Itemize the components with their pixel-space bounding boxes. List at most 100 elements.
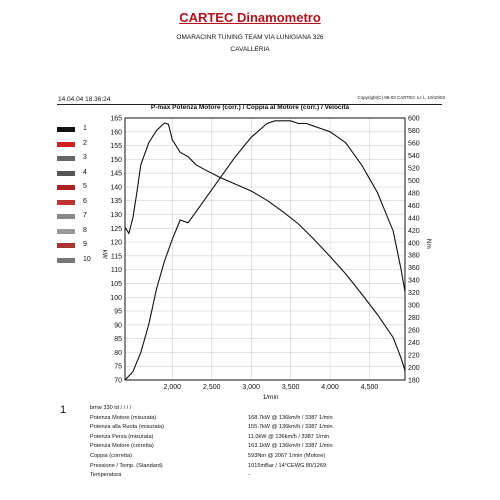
- legend-entry: 7: [57, 212, 127, 222]
- grid: [125, 117, 405, 381]
- legend-entry: 10: [57, 256, 127, 266]
- y-right-tick-label: 520: [408, 165, 420, 172]
- y-right-tick-label: 600: [408, 116, 420, 123]
- info-label: Temperatura: [90, 472, 122, 479]
- y-right-tick-label: 580: [408, 128, 420, 135]
- info-value: -: [248, 472, 250, 479]
- y-left-tick-label: 165: [110, 116, 122, 123]
- y-right-tick-label: 280: [408, 315, 420, 322]
- legend-swatch: [57, 156, 75, 161]
- legend-entry: 9: [57, 241, 127, 251]
- x-tick-label: 2,000: [164, 384, 182, 391]
- legend-label: 6: [83, 197, 87, 205]
- left-axis-ticks: 70 75 80 85 90 95 100 105 110 115 120 125 130 135 140 1…: [110, 116, 122, 385]
- y-left-tick-label: 120: [110, 240, 122, 247]
- legend-label: 3: [83, 154, 87, 161]
- datetime-stamp: 14.04.04 18.36:24: [58, 96, 111, 103]
- legend-swatch: [57, 199, 75, 205]
- legend-label: 8: [83, 226, 87, 234]
- legend-swatch: [57, 127, 75, 132]
- info-value: 1015mBar / 14°CEWG 80/1269: [248, 462, 327, 469]
- legend-label: 4: [83, 168, 87, 176]
- y-left-tick-label: 135: [110, 198, 122, 205]
- y-right-tick-label: 300: [408, 303, 420, 310]
- y-right-tick-label: 540: [408, 153, 420, 160]
- legend-swatch: [57, 170, 75, 176]
- y-left-tick-label: 90: [114, 322, 122, 329]
- legend-swatch: [57, 228, 75, 234]
- info-label: Potenza alla Ruota (misurata): [90, 424, 164, 431]
- info-label: Pressione / Temp. (Standard): [90, 462, 163, 469]
- legend-entry: 2: [57, 140, 127, 150]
- legend-entry: 5: [57, 183, 127, 193]
- y-right-tick-label: 420: [408, 228, 420, 235]
- header-divider: [57, 104, 442, 105]
- y-right-tick-label: 220: [408, 353, 420, 360]
- y-left-tick-label: 125: [110, 226, 122, 233]
- legend-swatch: [57, 214, 75, 219]
- y-left-tick-label: 105: [110, 281, 122, 288]
- legend-label: 10: [83, 255, 91, 263]
- y-axis-label-right: Nm: [425, 239, 432, 249]
- x-tick-label: 2,500: [203, 384, 221, 391]
- y-axis-label-left: kW: [101, 250, 108, 260]
- y-left-tick-label: 130: [110, 212, 122, 219]
- info-label: Coppia (corretta): [90, 453, 132, 459]
- info-label: Potenza Motore (corretta): [90, 443, 154, 450]
- y-right-tick-label: 380: [408, 253, 420, 260]
- legend-label: 2: [83, 139, 87, 147]
- legend-label: 5: [83, 183, 87, 190]
- subtitle-line1: OMARACINR TUNING TEAM VIA LUNIGIANA 326: [176, 34, 324, 41]
- x-tick-label: 3,500: [282, 384, 300, 391]
- y-left-tick-label: 75: [114, 364, 122, 371]
- y-right-tick-label: 340: [408, 278, 420, 285]
- y-left-tick-label: 110: [111, 267, 122, 274]
- legend-entry: 6: [57, 198, 127, 208]
- torque-curve: [124, 122, 406, 371]
- power-curve: [124, 120, 406, 381]
- legend-label: 9: [83, 241, 87, 248]
- x-tick-label: 4,500: [361, 384, 379, 391]
- legend-entry: 3: [57, 154, 127, 164]
- y-right-tick-label: 240: [408, 340, 420, 347]
- y-right-tick-label: 400: [408, 240, 420, 247]
- legend-label: 7: [83, 212, 87, 219]
- y-left-tick-label: 140: [110, 184, 122, 191]
- y-left-tick-label: 115: [111, 253, 122, 260]
- legend-swatch: [57, 243, 75, 248]
- info-value: 11.0kW @ 136km/h / 3387 1/min: [248, 433, 330, 440]
- y-right-tick-label: 480: [408, 190, 420, 197]
- info-value: 593Nm @ 2067 1/min (Motore): [248, 453, 326, 459]
- y-right-tick-label: 460: [408, 203, 420, 210]
- run-number: 1: [60, 404, 67, 416]
- y-right-tick-label: 320: [408, 290, 420, 297]
- y-left-tick-label: 150: [110, 157, 122, 164]
- x-axis-ticks: 2,000 2,500 3,000 3,500 4,000 4,500: [164, 384, 379, 391]
- y-left-tick-label: 155: [110, 143, 122, 150]
- info-value: 163.1kW @ 136km/h / 3387 1/min: [248, 443, 333, 450]
- y-right-tick-label: 200: [408, 365, 420, 372]
- info-value: 155.7kW @ 136km/h / 3387 1/min: [248, 424, 333, 431]
- legend-entry: 1: [57, 125, 127, 135]
- y-left-tick-label: 160: [110, 129, 122, 136]
- y-left-tick-label: 145: [110, 171, 122, 178]
- info-value: 168.7kW @ 136km/h / 3387 1/min: [248, 414, 333, 421]
- y-left-tick-label: 85: [114, 336, 122, 343]
- y-right-tick-label: 360: [408, 265, 420, 272]
- y-left-tick-label: 70: [114, 378, 122, 385]
- legend-swatch: [57, 141, 75, 147]
- x-axis-label: 1/min: [263, 394, 279, 401]
- right-axis-ticks: 180 200 220 240 260 280 300 320 340 360 380 400 420 4…: [408, 116, 420, 385]
- copyright-text: Copyright(C) 98-03 CARTEC s.r.l., 10/10/…: [357, 95, 445, 100]
- legend-swatch: [57, 257, 75, 263]
- y-right-tick-label: 260: [408, 328, 420, 335]
- legend-label: 1: [83, 125, 87, 132]
- y-left-tick-label: 80: [114, 350, 122, 357]
- x-tick-label: 4,000: [321, 384, 339, 391]
- x-tick-label: 3,000: [242, 384, 260, 391]
- y-right-tick-label: 180: [408, 378, 420, 385]
- subtitle-line2: CAVALLERIA: [230, 46, 270, 53]
- y-right-tick-label: 560: [408, 140, 420, 147]
- info-label: Potenza Persa (misurata): [90, 433, 154, 440]
